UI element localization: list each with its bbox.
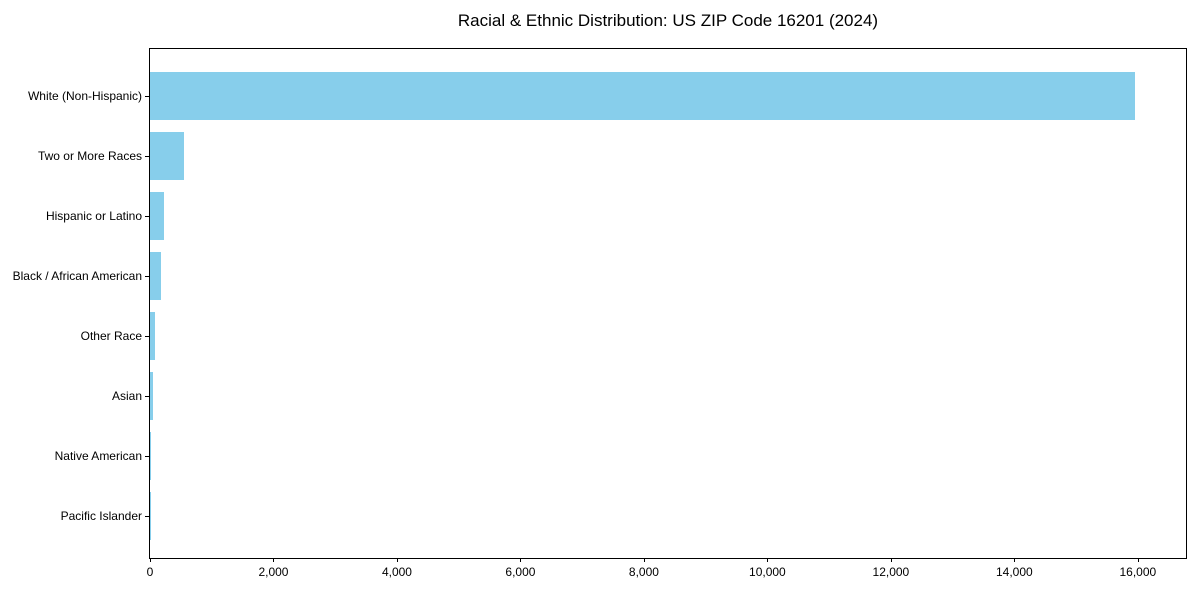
chart-title: Racial & Ethnic Distribution: US ZIP Cod…	[457, 11, 879, 30]
y-axis-tick-white-non-hispanic	[145, 96, 149, 97]
y-axis-tick-other-race	[145, 336, 149, 337]
x-axis-ticklabel-2-000: 2,000	[258, 565, 289, 579]
x-axis-tick-4-000	[396, 558, 398, 562]
bar-native-american	[150, 432, 151, 480]
y-axis-tick-native-american	[145, 456, 149, 457]
bar-black-african-american	[150, 252, 161, 300]
y-axis-tick-hispanic-or-latino	[145, 216, 149, 217]
x-axis-tick-0	[150, 558, 151, 562]
y-axis-tick-black-african-american	[145, 276, 149, 277]
bar-hispanic-or-latino	[150, 192, 164, 240]
x-axis-tick-10-000	[767, 558, 769, 562]
y-axis-label-native-american: Native American	[54, 449, 142, 463]
y-axis-tick-two-or-more-races	[145, 156, 149, 157]
y-axis-tick-pacific-islander	[145, 516, 149, 517]
bar-two-or-more-races	[150, 132, 185, 180]
x-axis-ticklabel-6-000: 6,000	[505, 565, 536, 579]
bar-other-race	[150, 312, 155, 360]
x-axis-ticklabel-16-000: 16,000	[1119, 565, 1157, 579]
bar-white-non-hispanic	[150, 72, 1135, 120]
x-axis-tick-2-000	[273, 558, 275, 562]
y-axis-label-pacific-islander: Pacific Islander	[60, 509, 142, 523]
y-axis-label-hispanic-or-latino: Hispanic or Latino	[45, 209, 142, 223]
y-axis-label-white-non-hispanic: White (Non-Hispanic)	[27, 89, 142, 103]
x-axis-tick-6-000	[520, 558, 522, 562]
y-axis-label-two-or-more-races: Two or More Races	[37, 149, 142, 163]
x-axis-ticklabel-14-000: 14,000	[996, 565, 1033, 579]
x-axis-tick-8-000	[643, 558, 645, 562]
x-axis-ticklabel-4-000: 4,000	[381, 565, 412, 579]
bar-asian	[150, 372, 153, 420]
plot-area: White (Non-Hispanic) Two or More Races His…	[13, 48, 1187, 579]
y-axis-label-other-race: Other Race	[80, 329, 142, 343]
x-axis-tick-16-000	[1137, 558, 1139, 562]
x-axis-ticklabel-10-000: 10,000	[749, 565, 786, 579]
x-axis-ticklabel-0: 0	[146, 565, 154, 579]
x-axis-ticklabel-12-000: 12,000	[872, 565, 910, 579]
x-axis-ticklabel-8-000: 8,000	[628, 565, 659, 579]
y-axis-tick-asian	[145, 396, 149, 397]
x-axis-tick-14-000	[1014, 558, 1016, 562]
x-axis-tick-12-000	[890, 558, 892, 562]
y-axis-label-asian: Asian	[111, 389, 142, 403]
y-axis-label-black-african-american: Black / African American	[12, 269, 142, 283]
